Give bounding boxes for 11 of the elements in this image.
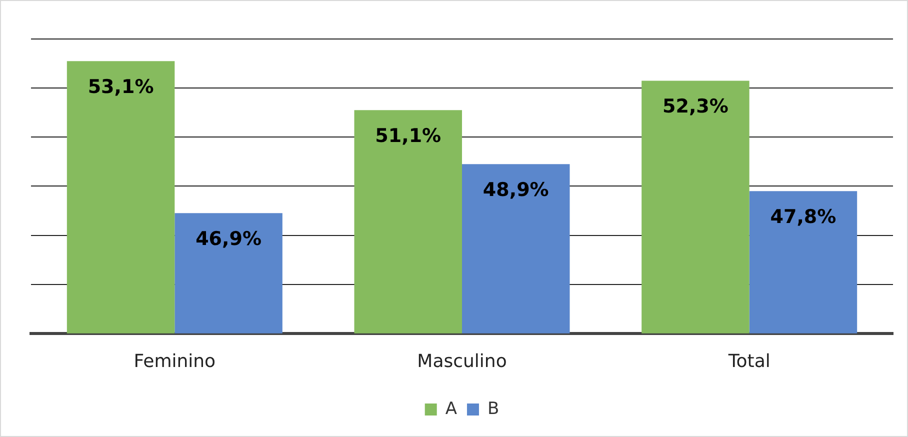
data-label: 52,3% — [662, 96, 728, 118]
data-label: 51,1% — [375, 125, 442, 148]
legend-label: A — [445, 398, 458, 419]
data-label: 48,9% — [482, 179, 549, 202]
data-label: 47,8% — [770, 206, 836, 228]
legend-label: B — [487, 398, 500, 419]
x-tick-label: Feminino — [134, 350, 216, 372]
data-label: 53,1% — [88, 76, 154, 98]
x-tick-label: Masculino — [417, 350, 507, 372]
data-label: 46,9% — [196, 228, 262, 250]
x-tick-label: Total — [727, 350, 770, 372]
